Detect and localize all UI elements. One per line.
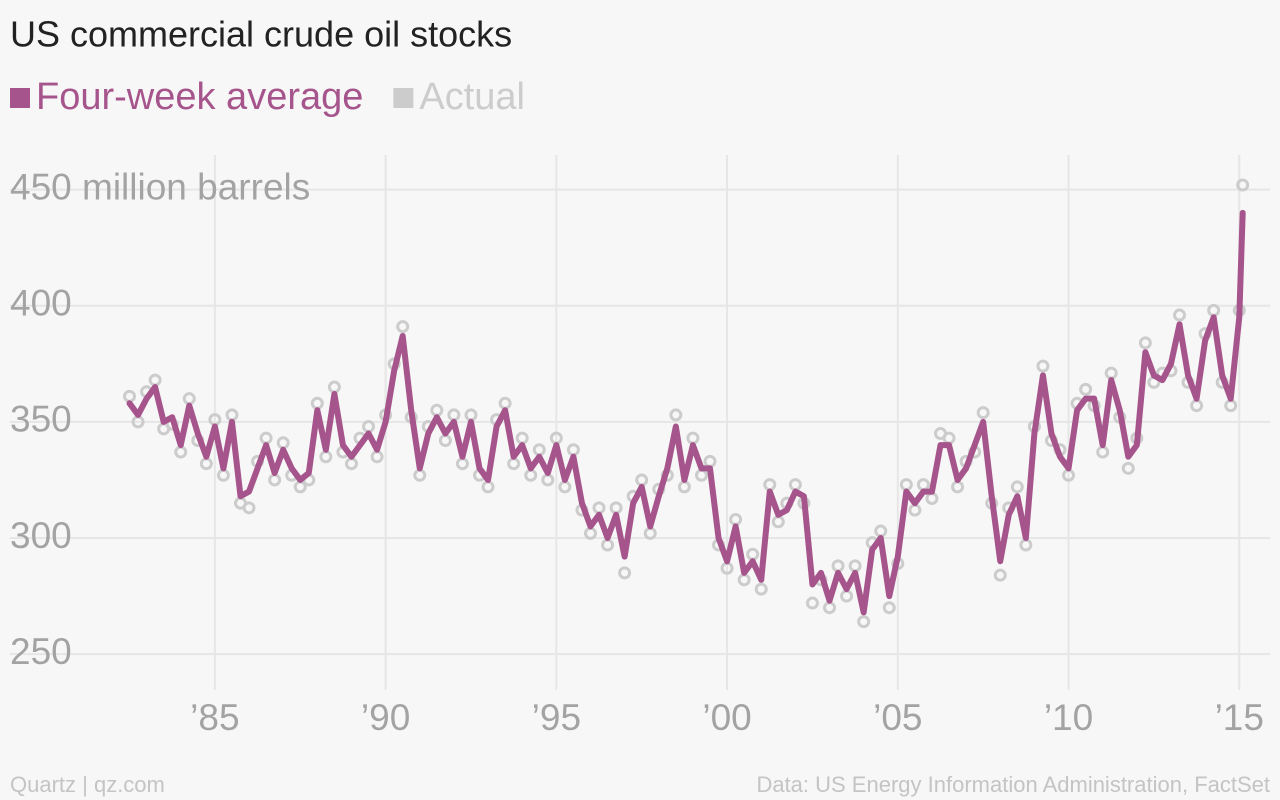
labels: 250 300 350 400 450 million barrels ’85 ’90 ’95… xyxy=(10,166,1264,737)
actual-point xyxy=(1079,382,1093,396)
y-tick-label: 450 million barrels xyxy=(10,166,310,207)
legend-swatch xyxy=(10,88,30,108)
actual-point xyxy=(754,582,768,596)
actual-point xyxy=(976,406,990,420)
x-tick-label: ’85 xyxy=(190,697,239,738)
y-tick-label: 400 xyxy=(10,283,72,324)
chart-title: US commercial crude oil stocks xyxy=(10,14,512,55)
x-tick-label: ’90 xyxy=(361,697,410,738)
actual-point xyxy=(1236,178,1250,192)
y-tick-label: 350 xyxy=(10,399,72,440)
credit: Quartz | qz.com xyxy=(10,772,165,797)
actual-point xyxy=(1010,480,1024,494)
legend-swatch xyxy=(393,88,414,108)
x-tick-label: ’15 xyxy=(1215,697,1264,738)
x-tick-label: ’95 xyxy=(532,697,581,738)
legend: Four-week average Actual xyxy=(10,76,525,118)
source: Data: US Energy Information Administrati… xyxy=(756,772,1270,797)
legend-label: Actual xyxy=(419,76,525,118)
x-tick-label: ’00 xyxy=(702,697,751,738)
average-line xyxy=(126,209,1246,616)
x-tick-label: ’05 xyxy=(873,697,922,738)
actual-point xyxy=(857,615,871,629)
actual-point xyxy=(993,568,1007,582)
actual-point xyxy=(1138,336,1152,350)
actual-point xyxy=(1036,359,1050,373)
actual-point xyxy=(396,320,410,334)
actual-point xyxy=(669,408,683,422)
y-tick-label: 250 xyxy=(10,631,72,672)
actual-point xyxy=(805,596,819,610)
actual-point xyxy=(618,566,632,580)
actual-point xyxy=(242,501,256,515)
y-tick-label: 300 xyxy=(10,515,72,556)
legend-label: Four-week average xyxy=(36,76,363,118)
actual-point xyxy=(1121,461,1135,475)
actual-point xyxy=(1173,308,1187,322)
x-tick-label: ’10 xyxy=(1044,697,1093,738)
actual-point xyxy=(882,601,896,615)
average-line xyxy=(126,209,1246,616)
